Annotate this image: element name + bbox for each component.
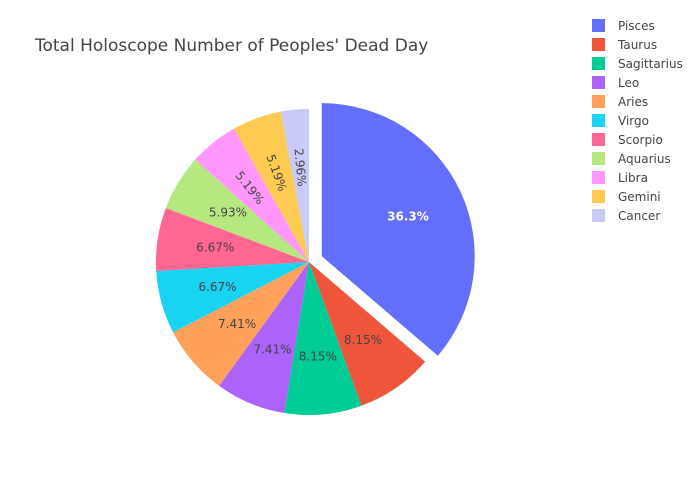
slice-label-cancer: 2.96% xyxy=(291,148,308,187)
pie-slice-pisces[interactable] xyxy=(321,103,475,356)
legend-swatch xyxy=(592,76,605,89)
pie-slice-gemini[interactable] xyxy=(234,111,309,262)
legend-item-sagittarius[interactable]: Sagittarius xyxy=(592,54,683,73)
legend-item-cancer[interactable]: Cancer xyxy=(592,206,683,225)
legend-swatch xyxy=(592,38,605,51)
legend-label: Sagittarius xyxy=(618,56,683,71)
slice-label-sagittarius: 8.15% xyxy=(299,349,337,363)
pie-slice-libra[interactable] xyxy=(195,128,309,262)
slice-label-aries: 7.41% xyxy=(218,317,256,331)
legend-swatch xyxy=(592,133,605,146)
slice-label-leo: 7.41% xyxy=(253,343,291,357)
legend-item-aries[interactable]: Aries xyxy=(592,92,683,111)
legend-item-gemini[interactable]: Gemini xyxy=(592,187,683,206)
pie-slices xyxy=(156,103,475,415)
slice-label-scorpio: 6.67% xyxy=(196,241,234,255)
legend-label: Virgo xyxy=(618,113,649,128)
legend-swatch xyxy=(592,57,605,70)
slice-label-taurus: 8.15% xyxy=(344,333,382,347)
legend-item-pisces[interactable]: Pisces xyxy=(592,16,683,35)
pie-slice-aquarius[interactable] xyxy=(165,159,309,262)
legend-swatch xyxy=(592,152,605,165)
legend-swatch xyxy=(592,114,605,127)
legend-label: Taurus xyxy=(618,37,658,52)
pie-slice-virgo[interactable] xyxy=(156,262,309,333)
legend-item-aquarius[interactable]: Aquarius xyxy=(592,149,683,168)
pie-slice-sagittarius[interactable] xyxy=(284,262,362,415)
legend-label: Pisces xyxy=(618,18,655,33)
pie-slice-cancer[interactable] xyxy=(280,109,309,262)
legend-swatch xyxy=(592,209,605,222)
legend-item-taurus[interactable]: Taurus xyxy=(592,35,683,54)
legend-label: Leo xyxy=(618,75,640,90)
legend: Pisces Taurus Sagittarius Leo Aries Virgo Scor… xyxy=(592,16,683,225)
legend-item-libra[interactable]: Libra xyxy=(592,168,683,187)
legend-label: Libra xyxy=(618,170,648,185)
legend-item-leo[interactable]: Leo xyxy=(592,73,683,92)
legend-label: Scorpio xyxy=(618,132,663,147)
legend-label: Cancer xyxy=(618,208,661,223)
chart-title: Total Holoscope Number of Peoples' Dead … xyxy=(35,36,429,56)
legend-item-virgo[interactable]: Virgo xyxy=(592,111,683,130)
slice-label-pisces: 36.3% xyxy=(387,210,429,224)
pie-slice-taurus[interactable] xyxy=(309,262,426,406)
pie-slice-leo[interactable] xyxy=(219,262,309,413)
slice-label-virgo: 6.67% xyxy=(198,280,236,294)
legend-swatch xyxy=(592,190,605,203)
legend-label: Aries xyxy=(618,94,649,109)
legend-swatch xyxy=(592,171,605,184)
legend-label: Gemini xyxy=(618,189,661,204)
legend-label: Aquarius xyxy=(618,151,671,166)
legend-swatch xyxy=(592,95,605,108)
pie-slice-aries[interactable] xyxy=(173,262,309,386)
legend-item-scorpio[interactable]: Scorpio xyxy=(592,130,683,149)
legend-swatch xyxy=(592,19,605,32)
pie-slice-scorpio[interactable] xyxy=(156,208,309,271)
slice-label-aquarius: 5.93% xyxy=(209,206,247,220)
